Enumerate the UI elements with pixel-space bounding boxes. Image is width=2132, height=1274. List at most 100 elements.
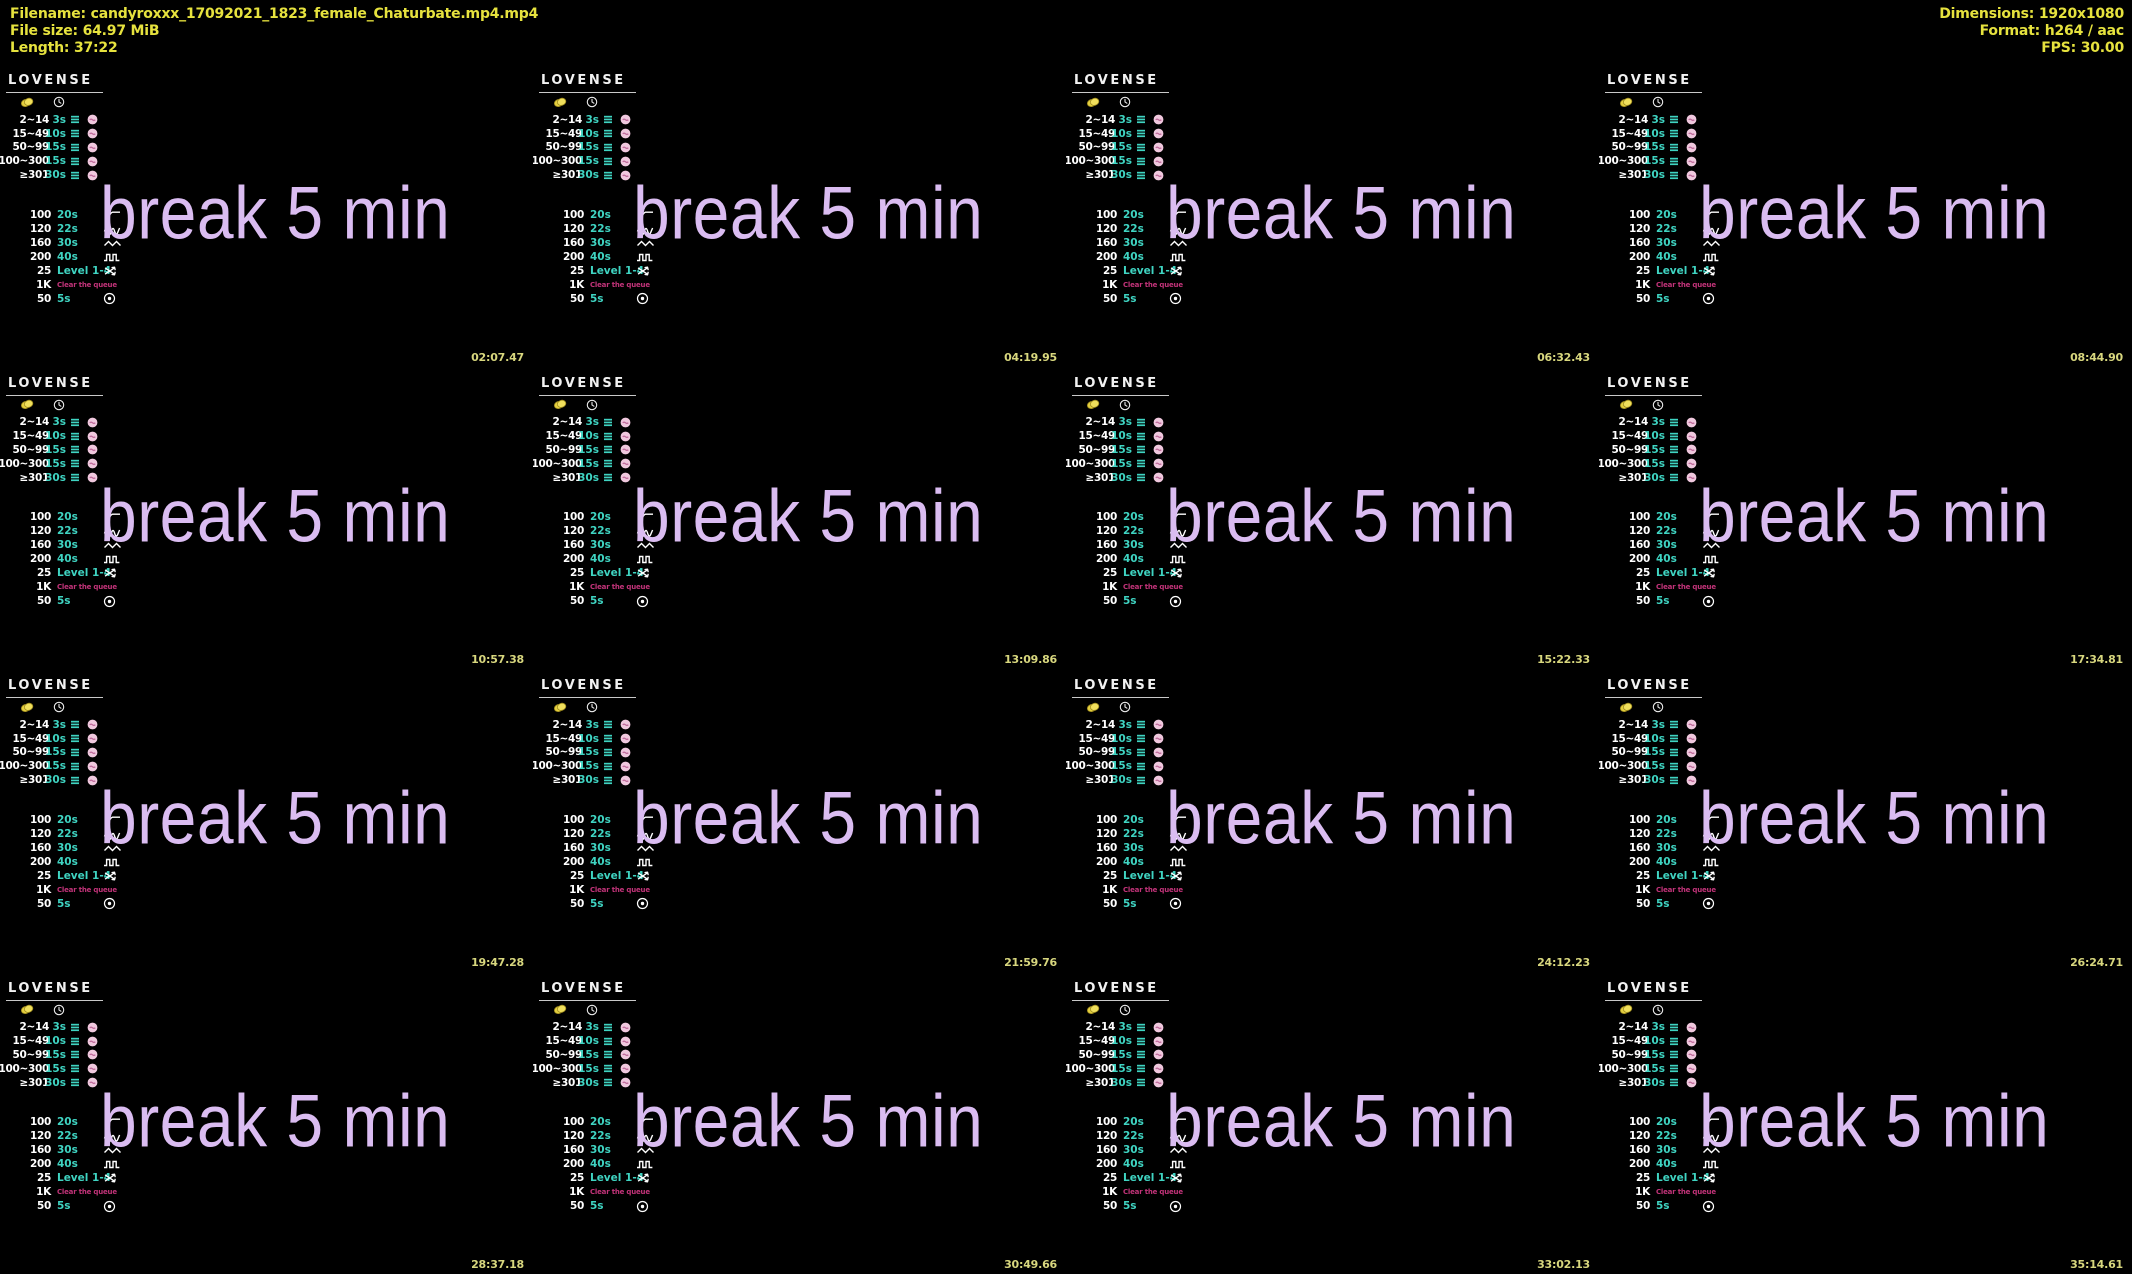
tip-amount: 200 xyxy=(1628,855,1650,868)
lovense-tip-menu: LOVENSE 2~14 3s 15~49 10s 50~99 15s 100~300 15s… xyxy=(0,377,121,609)
coin-icon xyxy=(1086,97,1101,108)
vibration-bars-icon xyxy=(603,143,613,152)
tip-amount: 160 xyxy=(1628,1144,1650,1157)
tip-pattern-row: 50 5s xyxy=(1072,292,1182,306)
tip-patterns-table: 100 20s 120 22s 160 30s 200 40s 25 Level 1-4 1K Cle… xyxy=(6,813,121,911)
clock-icon xyxy=(53,96,65,108)
video-frame: LOVENSE 2~14 3s 15~49 10s 50~99 15s 100~300 15s… xyxy=(1066,667,1599,970)
random-wave-icon xyxy=(1169,828,1188,840)
minus-circle-icon xyxy=(620,170,631,181)
tip-pattern-row: 50 5s xyxy=(539,1199,649,1213)
vibration-bars-icon xyxy=(70,445,80,454)
tip-amount: 200 xyxy=(1095,250,1117,263)
tip-level-row: 2~14 3s xyxy=(539,416,641,430)
tip-pattern-label: 20s xyxy=(590,813,611,826)
tip-amount: 50~99 xyxy=(1078,746,1115,759)
tip-amount: 15~49 xyxy=(545,1035,582,1048)
vibration-bars-icon xyxy=(70,762,80,771)
minus-circle-icon xyxy=(1686,1022,1697,1033)
tip-pattern-row: 100 20s xyxy=(1605,1115,1719,1129)
tip-amount: 120 xyxy=(1095,222,1117,235)
tip-level-row: ≥301 30s xyxy=(539,471,641,485)
tip-pattern-row: 100 20s xyxy=(6,208,120,222)
tip-pattern-row: 100 20s xyxy=(6,813,120,827)
tip-pattern-row: 200 40s xyxy=(1072,855,1186,869)
ramp-wave-icon xyxy=(1169,1116,1188,1128)
tip-levels-table: 2~14 3s 15~49 10s 50~99 15s 100~300 15s ≥301 30s xyxy=(533,416,641,485)
tip-pattern-label: 5s xyxy=(1123,595,1137,608)
tip-menu-column-icons xyxy=(1605,398,1707,412)
tip-amount: 50~99 xyxy=(1078,443,1115,456)
tip-level-row: 100~300 15s xyxy=(1599,759,1707,773)
format-info-block: Dimensions: 1920x1080 Format: h264 / aac… xyxy=(1939,6,2124,57)
tip-amount: 100 xyxy=(562,813,584,826)
coin-icon xyxy=(1619,1004,1634,1015)
tip-amount: ≥301 xyxy=(1085,169,1115,182)
lovense-logo: LOVENSE xyxy=(1605,377,1702,396)
vibration-bars-icon xyxy=(603,157,613,166)
tip-duration: 10s xyxy=(1111,127,1132,140)
minus-circle-icon xyxy=(620,1063,631,1074)
tip-pattern-label: 30s xyxy=(590,236,611,249)
minus-circle-icon xyxy=(1153,1049,1164,1060)
tip-patterns-table: 100 20s 120 22s 160 30s 200 40s 25 Level 1-4 1K Cle… xyxy=(539,208,654,306)
tip-pattern-label: 20s xyxy=(1656,813,1677,826)
break-message: break 5 min xyxy=(1166,1079,1517,1162)
tip-pattern-label: 5s xyxy=(1123,292,1137,305)
tip-pattern-label: 20s xyxy=(590,208,611,221)
pulse-wave-icon xyxy=(636,1158,655,1170)
minus-circle-icon xyxy=(87,1049,98,1060)
video-frame: LOVENSE 2~14 3s 15~49 10s 50~99 15s 100~300 15s… xyxy=(1599,667,2132,970)
tip-amount: 100 xyxy=(562,511,584,524)
tip-duration: 3s xyxy=(585,416,599,429)
tip-pattern-row: 25 Level 1-4 xyxy=(1072,264,1182,278)
tip-patterns-table: 100 20s 120 22s 160 30s 200 40s 25 Level 1-4 1K Cle… xyxy=(6,208,121,306)
tip-amount: 100 xyxy=(1095,1116,1117,1129)
break-message: break 5 min xyxy=(633,1079,984,1162)
video-frame: LOVENSE 2~14 3s 15~49 10s 50~99 15s 100~300 15s… xyxy=(533,364,1066,667)
filename-value: candyroxxx_17092021_1823_female_Chaturba… xyxy=(90,6,539,22)
coin-icon xyxy=(1086,702,1101,713)
minus-circle-icon xyxy=(1153,128,1164,139)
video-frame: LOVENSE 2~14 3s 15~49 10s 50~99 15s 100~300 15s… xyxy=(1599,969,2132,1272)
video-frame: LOVENSE 2~14 3s 15~49 10s 50~99 15s 100~300 15s… xyxy=(0,969,533,1272)
minus-circle-icon xyxy=(87,747,98,758)
tip-amount: 25 xyxy=(1102,567,1117,580)
random-wave-icon xyxy=(636,828,655,840)
tip-duration: 10s xyxy=(578,127,599,140)
clock-icon xyxy=(1652,1004,1664,1016)
tip-duration: 15s xyxy=(1111,141,1132,154)
vibration-bars-icon xyxy=(1136,459,1146,468)
minus-circle-icon xyxy=(1686,733,1697,744)
tip-pattern-row: 1K Clear the queue xyxy=(1605,883,1716,897)
tip-amount: 160 xyxy=(1095,236,1117,249)
tip-duration: 3s xyxy=(1118,1021,1132,1034)
lovense-logo: LOVENSE xyxy=(1072,679,1169,698)
lovense-logo: LOVENSE xyxy=(1072,982,1169,1001)
tip-amount: 100~300 xyxy=(1599,760,1648,773)
tip-amount: 160 xyxy=(29,539,51,552)
tip-menu-column-icons xyxy=(6,700,108,714)
tip-duration: 15s xyxy=(578,1062,599,1075)
tip-amount: 50~99 xyxy=(545,746,582,759)
video-frame: LOVENSE 2~14 3s 15~49 10s 50~99 15s 100~300 15s… xyxy=(1066,364,1599,667)
tip-amount: 100~300 xyxy=(1066,457,1115,470)
target-icon xyxy=(636,595,649,608)
tip-menu-column-icons xyxy=(1605,1003,1707,1017)
tip-duration: 30s xyxy=(1644,774,1665,787)
tip-amount: 50 xyxy=(36,292,51,305)
tip-pattern-label: Clear the queue xyxy=(590,1188,650,1197)
lovense-tip-menu: LOVENSE 2~14 3s 15~49 10s 50~99 15s 100~300 15s… xyxy=(533,982,654,1214)
tip-amount: 50~99 xyxy=(12,141,49,154)
shuffle-icon xyxy=(1169,1172,1183,1184)
tip-duration: 3s xyxy=(52,416,66,429)
vibration-bars-icon xyxy=(70,734,80,743)
pulse-wave-icon xyxy=(103,251,122,263)
tip-amount: 50~99 xyxy=(545,1048,582,1061)
vibration-bars-icon xyxy=(1669,445,1679,454)
target-icon xyxy=(1169,595,1182,608)
zigzag-wave-icon xyxy=(1169,1144,1188,1156)
video-frame: LOVENSE 2~14 3s 15~49 10s 50~99 15s 100~300 15s… xyxy=(0,364,533,667)
tip-amount: 50 xyxy=(36,897,51,910)
tip-amount: 1K xyxy=(1102,1186,1117,1199)
